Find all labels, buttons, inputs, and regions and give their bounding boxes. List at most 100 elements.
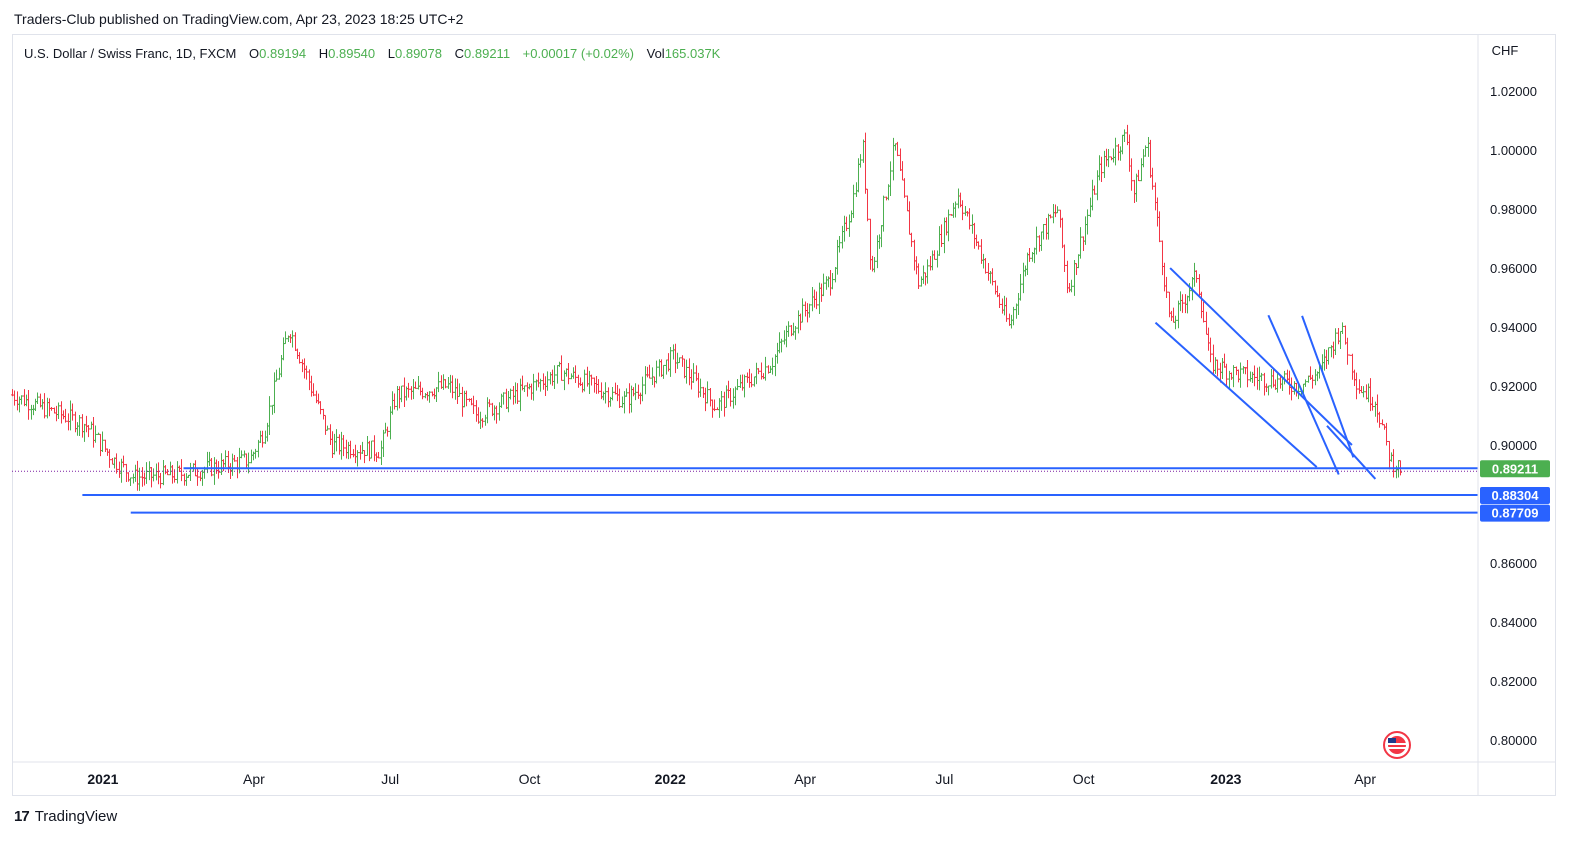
trendline[interactable] (1267, 314, 1340, 475)
ohlc-bar (227, 450, 230, 474)
ohlc-bar (1073, 260, 1076, 296)
ohlc-bar (352, 449, 355, 458)
ohlc-bar (13, 390, 16, 406)
ohlc-bar (1163, 262, 1166, 292)
ohlc-bar (729, 387, 732, 407)
ohlc-bar (208, 451, 211, 466)
ohlc-bar (843, 215, 846, 242)
ohlc-bar (1207, 327, 1210, 351)
ohlc-bar (1198, 274, 1201, 297)
ohlc-bar (92, 417, 95, 448)
ohlc-bar (952, 202, 955, 218)
ohlc-bar (143, 472, 146, 486)
ohlc-bar (1154, 182, 1157, 211)
ohlc-bar (338, 434, 341, 455)
ohlc-bar (461, 386, 464, 417)
x-tick-label: 2022 (655, 771, 686, 787)
ohlc-bar (1276, 372, 1279, 393)
ohlc-bar (848, 214, 851, 237)
ohlc-bar (892, 137, 895, 181)
ohlc-bar (1119, 146, 1122, 161)
ohlc-bar (850, 210, 853, 223)
ohlc-bar (1378, 411, 1381, 428)
trendline[interactable] (1301, 315, 1355, 458)
ohlc-bar (16, 391, 19, 411)
ohlc-bar (1334, 328, 1337, 355)
ohlc-bar (655, 360, 658, 384)
ohlc-bar (542, 373, 545, 390)
ohlc-bar (94, 425, 97, 443)
tradingview-logo[interactable]: 17 TradingView (14, 808, 117, 825)
ohlc-bar (389, 406, 392, 440)
ohlc-bar (296, 348, 299, 359)
ohlc-bar (987, 263, 990, 281)
ohlc-bar (303, 358, 306, 379)
ohlc-bar (231, 453, 234, 476)
ohlc-bar (808, 303, 811, 318)
price-axis[interactable]: CHF 1.02000 1.00000 0.98000 0.96000 0.94000 0… (1477, 35, 1537, 795)
ohlc-bar (1151, 167, 1154, 190)
ohlc-bar (667, 353, 670, 372)
tv-logo-icon: 17 (14, 808, 30, 825)
ohlc-bar (481, 418, 484, 428)
ohlc-bar (1353, 369, 1356, 387)
ohlc-bar (794, 325, 797, 340)
legend-change: +0.00017 (+0.02%) (523, 46, 634, 61)
ohlc-bar (903, 178, 906, 198)
ohlc-bar (349, 440, 352, 459)
trendlines[interactable] (1154, 267, 1377, 480)
ohlc-bar (447, 377, 450, 389)
ohlc-bar (711, 399, 714, 418)
trendline[interactable] (1169, 267, 1353, 446)
ohlc-bar (366, 436, 369, 456)
ohlc-bar (78, 415, 81, 437)
ohlc-bar (412, 379, 415, 400)
y-tick-label: 0.82000 (1490, 674, 1537, 689)
ohlc-bar (936, 250, 939, 268)
legend-open: 0.89194 (259, 46, 306, 61)
ohlc-bar (762, 373, 765, 380)
ohlc-bar (1337, 327, 1340, 345)
ohlc-bar (778, 332, 781, 354)
x-tick-label: Jul (381, 771, 399, 787)
ohlc-bar (162, 460, 165, 486)
ohlc-bar (426, 391, 429, 401)
ohlc-bar (845, 216, 848, 232)
legend-close: 0.89211 (464, 46, 510, 61)
ohlc-bar (567, 362, 570, 385)
ohlc-bar (922, 265, 925, 284)
ohlc-bar (634, 383, 637, 401)
ohlc-bar (583, 369, 586, 392)
ohlc-bar (1121, 134, 1124, 155)
ohlc-bar (1263, 372, 1266, 396)
ohlc-bar (115, 453, 118, 474)
ohlc-bar (419, 381, 422, 396)
ohlc-bar (1107, 148, 1110, 168)
ohlc-bar (1149, 139, 1152, 178)
ohlc-bar (880, 225, 883, 248)
ohlc-bar (913, 239, 916, 271)
ohlc-bar (774, 354, 777, 377)
ohlc-bar (71, 403, 74, 421)
ohlc-bar (1304, 379, 1307, 387)
flag-icon[interactable] (1383, 731, 1411, 759)
legend-high-label: H (319, 46, 328, 61)
ohlc-bar (602, 391, 605, 401)
ohlc-bar (468, 398, 471, 402)
ohlc-bar (1105, 148, 1108, 167)
trendline[interactable] (1154, 321, 1318, 468)
ohlc-bar (1272, 368, 1275, 388)
chart-frame[interactable] (12, 34, 1556, 796)
x-tick-label: Apr (794, 771, 816, 787)
currency-label: CHF (1492, 43, 1519, 58)
ohlc-bar (595, 376, 598, 394)
ohlc-bar (81, 414, 84, 438)
price-tag: 0.89211 (1480, 460, 1550, 478)
ohlc-bar (410, 386, 413, 400)
horizontal-price-lines[interactable] (12, 467, 1478, 514)
time-axis[interactable]: 2021 Apr Jul Oct 2022 Apr Jul Oct 2023 Apr (12, 761, 1556, 787)
ohlc-bar (516, 383, 519, 405)
ohlc-bar (1052, 203, 1055, 224)
ohlc-bar (943, 217, 946, 254)
